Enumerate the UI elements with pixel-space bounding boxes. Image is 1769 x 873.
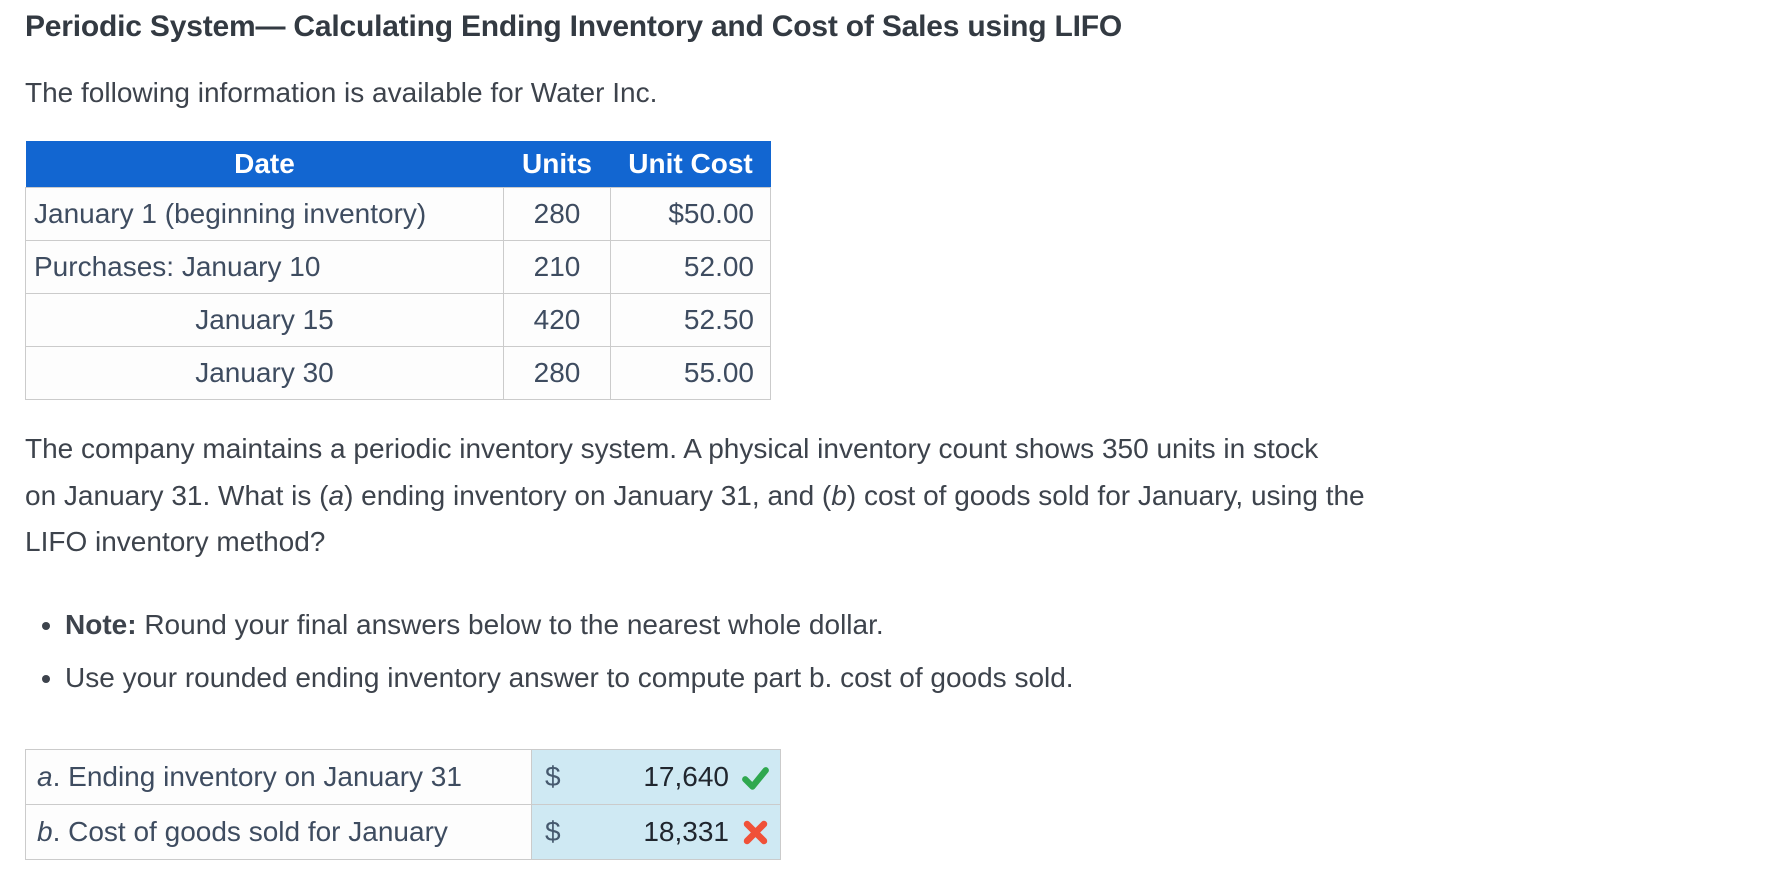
page-title: Periodic System— Calculating Ending Inve… [25,10,1123,43]
cell-date: January 15 [25,293,504,348]
answer-label-a: a. Ending inventory on January 31 [25,749,532,806]
answer-row-a: a. Ending inventory on January 31 $ 17,6… [25,749,781,806]
table-row: January 15 420 52.50 [25,293,771,348]
cell-unit-cost: 52.50 [610,293,771,348]
note-item: Note: Round your final answers below to … [65,602,1749,648]
question-text: The company maintains a periodic invento… [25,426,1749,565]
table-row: Purchases: January 10 210 52.00 [25,240,771,295]
note-text: Use your rounded ending inventory answer… [65,662,1074,694]
question-line2-part1: on January 31. What is ( [25,479,329,511]
answer-label-text-b: . Cost of goods sold for January [52,816,448,848]
table-row: January 1 (beginning inventory) 280 $50.… [25,187,771,242]
cell-date: January 30 [25,346,504,401]
x-icon [743,820,768,845]
cell-unit-cost: 55.00 [610,346,771,401]
cell-units: 420 [503,293,611,348]
answer-input-a[interactable]: $ 17,640 [531,749,781,806]
col-header-unit-cost: Unit Cost [610,141,771,188]
notes-list: Note: Round your final answers below to … [25,602,1749,702]
answers-table: a. Ending inventory on January 31 $ 17,6… [25,749,781,861]
inventory-header-row: Date Units Unit Cost [25,141,771,188]
question-b-label: b [831,479,847,511]
cell-date: January 1 (beginning inventory) [25,187,504,242]
check-icon [742,766,769,790]
note-item: Use your rounded ending inventory answer… [65,655,1749,701]
col-header-units: Units [503,141,611,188]
answer-value-b: 18,331 [643,816,729,848]
inventory-table: Date Units Unit Cost January 1 (beginnin… [25,141,771,401]
question-line1: The company maintains a periodic invento… [25,433,1319,465]
cell-unit-cost: 52.00 [610,240,771,295]
answer-input-b[interactable]: $ 18,331 [531,804,781,861]
cell-date: Purchases: January 10 [25,240,504,295]
answer-value-a: 17,640 [643,761,729,793]
currency-symbol: $ [545,761,561,793]
question-line2-part2: ) ending inventory on January 31, and ( [344,479,832,511]
cell-units: 280 [503,346,611,401]
question-line2-part3: ) cost of goods sold for January, using … [846,479,1365,511]
col-header-date: Date [25,141,504,188]
answer-label-b: b. Cost of goods sold for January [25,804,532,861]
answer-letter-a: a [37,761,53,793]
answer-label-text-a: . Ending inventory on January 31 [52,761,462,793]
note-bold-label: Note: [65,608,137,640]
cell-unit-cost: $50.00 [610,187,771,242]
answer-row-b: b. Cost of goods sold for January $ 18,3… [25,804,781,861]
note-text: Round your final answers below to the ne… [136,608,884,640]
intro-text: The following information is available f… [25,76,658,108]
answer-value-row: $ 17,640 [532,750,780,804]
answer-value-row: $ 18,331 [532,805,780,859]
question-line3: LIFO inventory method? [25,526,326,558]
cell-units: 280 [503,187,611,242]
currency-symbol: $ [545,816,561,848]
question-a-label: a [328,479,345,511]
cell-units: 210 [503,240,611,295]
problem-page: Periodic System— Calculating Ending Inve… [25,8,1749,861]
table-row: January 30 280 55.00 [25,346,771,401]
answer-letter-b: b [37,816,53,848]
